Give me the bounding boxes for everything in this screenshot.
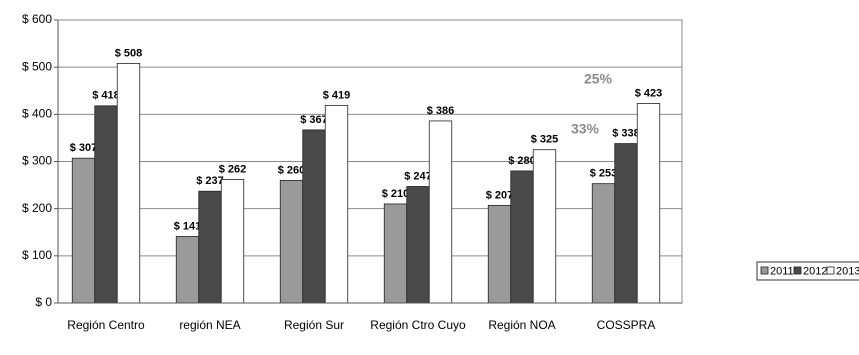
- annotation: 33%: [571, 121, 600, 137]
- legend-swatch: [760, 266, 769, 275]
- bar: [532, 149, 557, 304]
- value-label: $ 210: [382, 188, 410, 200]
- bar: [614, 143, 638, 304]
- bar: [198, 190, 222, 304]
- legend-label: 2011: [770, 265, 794, 277]
- bar: [220, 179, 245, 304]
- y-tick-label: $ 300: [22, 154, 52, 168]
- legend-label: 2013: [836, 265, 859, 277]
- legend-swatch: [793, 266, 802, 275]
- y-tick-label: $ 100: [22, 248, 52, 262]
- y-tick-label: $ 600: [22, 12, 52, 26]
- bar: [636, 103, 661, 304]
- legend-box: [756, 261, 859, 281]
- value-label: $ 262: [219, 163, 247, 175]
- legend-swatch: [826, 266, 835, 275]
- bar: [94, 105, 118, 304]
- x-tick-label: Región Ctro Cuyo: [370, 318, 466, 332]
- value-label: $ 307: [70, 142, 98, 154]
- value-label: $ 260: [278, 164, 306, 176]
- bar: [302, 129, 326, 304]
- value-label: $ 141: [174, 220, 202, 232]
- x-tick-label: Región Centro: [67, 318, 145, 332]
- bar: [279, 179, 304, 304]
- y-tick-label: $ 200: [22, 201, 52, 215]
- value-label: $ 247: [404, 170, 432, 182]
- annotation: 25%: [584, 71, 613, 87]
- legend-label: 2012: [803, 265, 827, 277]
- value-label: $ 207: [486, 189, 514, 201]
- value-label: $ 325: [531, 134, 559, 146]
- y-tick-label: $ 400: [22, 107, 52, 121]
- bar: [116, 62, 141, 304]
- bar: [324, 104, 349, 304]
- bar: [591, 183, 616, 304]
- value-label: $ 418: [92, 90, 120, 102]
- bar: [510, 170, 534, 304]
- bar: [71, 157, 96, 304]
- value-label: $ 419: [323, 89, 351, 101]
- y-tick-label: $ 500: [22, 59, 52, 73]
- x-tick-label: COSSPRA: [596, 318, 656, 332]
- value-label: $ 423: [635, 87, 663, 99]
- bar: [406, 186, 430, 304]
- value-label: $ 508: [115, 47, 143, 59]
- value-label: $ 253: [590, 168, 618, 180]
- y-tick-label: $ 0: [35, 295, 52, 309]
- value-label: $ 280: [508, 155, 536, 167]
- bar: [428, 120, 453, 304]
- value-label: $ 237: [196, 175, 224, 187]
- value-label: $ 367: [300, 114, 328, 126]
- x-tick-label: Región Sur: [283, 318, 345, 332]
- x-tick-label: región NEA: [179, 318, 241, 332]
- bar: [487, 204, 512, 304]
- bar: [383, 203, 408, 304]
- bar: [175, 236, 200, 304]
- value-label: $ 386: [427, 105, 455, 117]
- value-label: $ 338: [612, 127, 640, 139]
- x-tick-label: Región NOA: [488, 318, 556, 332]
